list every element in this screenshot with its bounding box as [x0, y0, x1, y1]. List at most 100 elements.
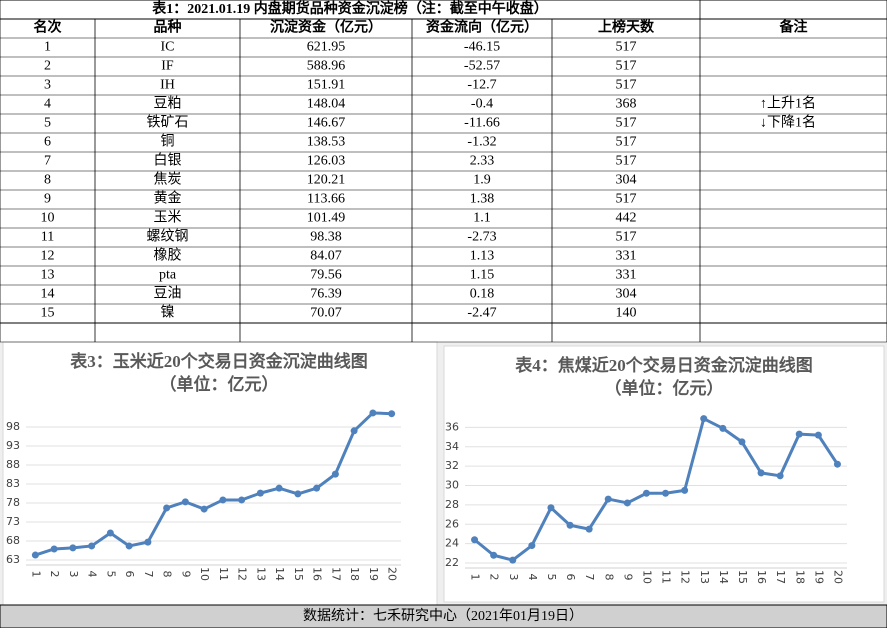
x-tick-label: 7	[142, 571, 155, 578]
point	[369, 409, 377, 417]
header-cell: 上榜天数	[598, 19, 655, 36]
table-cell: 2	[44, 59, 51, 74]
footer-bar	[0, 604, 887, 628]
footer: 数据统计：七禾研究中心（2021年01月19日）	[303, 608, 583, 624]
table-cell: -12.7	[467, 78, 496, 93]
table-cell: -2.47	[467, 306, 496, 321]
x-tick-label: 1	[469, 574, 482, 581]
point	[181, 498, 189, 506]
table-cell: 11	[41, 230, 54, 245]
chart-title: 表3：玉米近20个交易日资金沉淀曲线图	[70, 351, 368, 371]
y-tick-label: 73	[6, 515, 20, 528]
y-tick-label: 26	[445, 517, 459, 530]
point	[88, 542, 96, 550]
table-cell: -52.57	[464, 59, 500, 74]
point	[388, 410, 396, 418]
table-cell: 1.13	[470, 249, 495, 264]
x-tick-label: 19	[812, 570, 825, 584]
x-tick-label: 11	[217, 567, 230, 581]
table-cell: 15	[41, 306, 55, 321]
table-cell: 4	[44, 97, 51, 112]
table-cell: 101.49	[307, 211, 346, 226]
y-tick-label: 28	[445, 498, 459, 511]
x-tick-label: 18	[348, 567, 361, 581]
table-cell: 126.03	[307, 154, 346, 169]
table-cell: 70.07	[310, 306, 342, 321]
point	[528, 542, 536, 550]
table-cell: IF	[161, 59, 174, 74]
point	[219, 496, 227, 504]
table-cell: IC	[161, 40, 175, 55]
y-tick-label: 34	[445, 440, 459, 453]
table-cell: 151.91	[307, 78, 346, 93]
chart-title: 表4：焦煤近20个交易日资金沉淀曲线图	[515, 355, 813, 375]
table-cell: 517	[616, 192, 637, 207]
x-tick-label: 3	[507, 574, 520, 581]
x-tick-label: 20	[831, 570, 844, 584]
x-tick-label: 14	[717, 570, 730, 584]
x-tick-label: 11	[660, 570, 673, 584]
point	[604, 495, 612, 503]
x-tick-label: 16	[755, 570, 768, 584]
point	[275, 484, 283, 492]
table-cell: 玉米	[154, 210, 182, 226]
x-tick-label: 10	[640, 570, 653, 584]
table-cell: 黄金	[154, 190, 182, 207]
table-cell: 79.56	[310, 268, 342, 283]
y-tick-label: 32	[445, 459, 459, 472]
x-tick-label: 20	[386, 567, 399, 581]
header-cell: 品种	[154, 19, 182, 36]
y-tick-label: 93	[6, 439, 20, 452]
y-tick-label: 24	[445, 537, 459, 550]
table-cell: 螺纹钢	[147, 229, 189, 245]
point	[331, 470, 339, 478]
y-tick-label: 83	[6, 477, 20, 490]
table-cell: 13	[41, 268, 55, 283]
x-tick-label: 12	[236, 567, 249, 581]
header-cell: 资金流向（亿元）	[426, 19, 538, 36]
point	[238, 496, 246, 504]
table-cell: 517	[616, 59, 637, 74]
table-cell: -2.73	[467, 230, 496, 245]
x-tick-label: 9	[621, 574, 634, 581]
point	[833, 460, 841, 468]
x-tick-label: 5	[104, 571, 117, 578]
remark: ↑上升1名	[760, 96, 816, 112]
x-tick-label: 18	[793, 570, 806, 584]
table-cell: -11.66	[464, 116, 500, 131]
x-tick-label: 13	[254, 567, 267, 581]
point	[776, 472, 784, 480]
x-tick-label: 17	[329, 567, 342, 581]
table-cell: 98.38	[310, 230, 342, 245]
point	[623, 499, 631, 507]
table-cell: 442	[616, 211, 637, 226]
point	[490, 551, 498, 559]
y-tick-label: 98	[6, 420, 20, 433]
table-cell: 1.9	[473, 173, 491, 188]
table-cell: 517	[616, 135, 637, 150]
table-cell: 76.39	[310, 287, 342, 302]
x-tick-label: 14	[273, 567, 286, 581]
y-tick-label: 88	[6, 458, 20, 471]
table-title: 表1：2021.01.19 内盘期货品种资金沉淀榜（注：截至中午收盘）	[151, 0, 548, 17]
point	[585, 525, 593, 533]
x-tick-label: 8	[161, 571, 174, 578]
table-cell: 588.96	[307, 59, 346, 74]
x-tick-label: 15	[736, 570, 749, 584]
chart-box	[2, 341, 438, 606]
table-cell: 铁矿石	[147, 115, 189, 131]
table-cell: 12	[41, 249, 55, 264]
point	[106, 529, 114, 537]
table-cell: 0.18	[470, 287, 495, 302]
header-cell: 沉淀资金（亿元）	[270, 19, 382, 36]
y-tick-label: 68	[6, 534, 20, 547]
point	[50, 545, 58, 553]
table-cell: 白银	[154, 153, 182, 169]
table-cell: 146.67	[307, 116, 346, 131]
table-cell: 140	[616, 306, 637, 321]
point	[125, 542, 133, 550]
chart-subtitle: （单位：亿元）	[605, 378, 724, 398]
chart-box	[443, 345, 885, 603]
point	[200, 505, 208, 513]
table-cell: 621.95	[307, 40, 346, 55]
